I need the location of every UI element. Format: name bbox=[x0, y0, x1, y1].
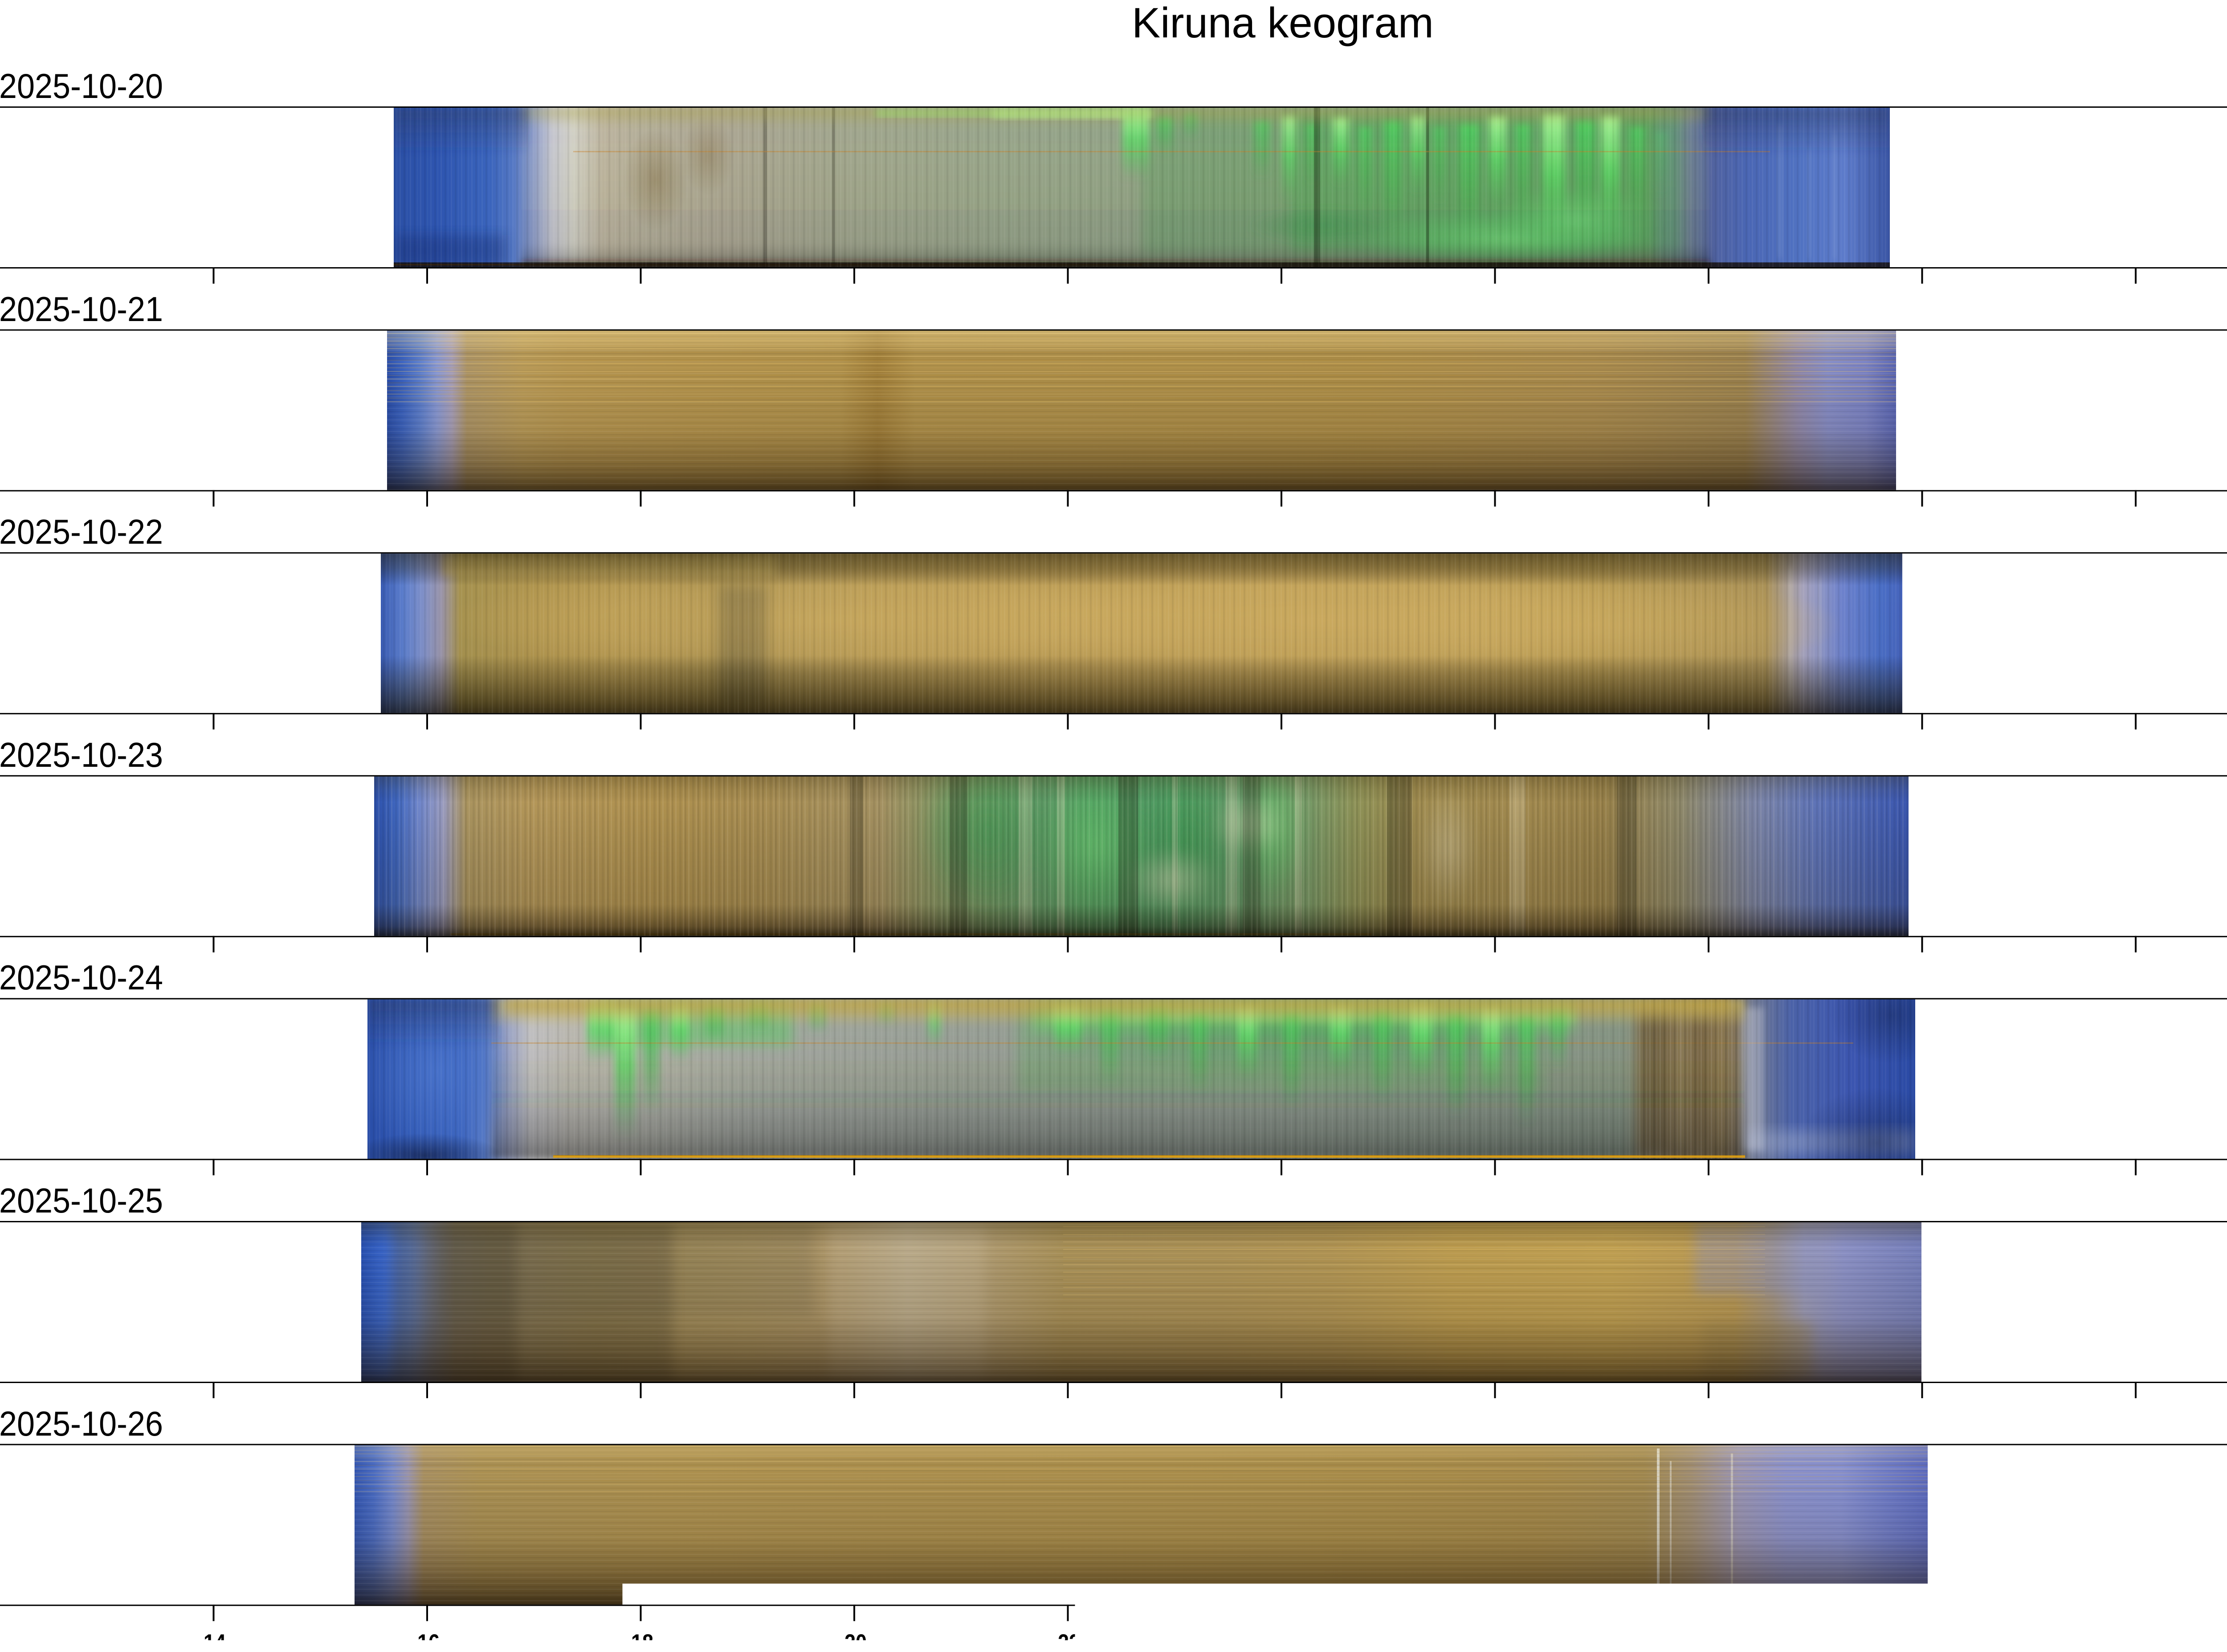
svg-text:2025-10-25: 2025-10-25 bbox=[0, 1181, 163, 1220]
svg-text:08: 08 bbox=[2126, 1630, 2148, 1652]
svg-text:22: 22 bbox=[1058, 1630, 1080, 1652]
svg-text:2025-10-21: 2025-10-21 bbox=[0, 289, 163, 329]
svg-text:2025-10-22: 2025-10-22 bbox=[0, 512, 163, 551]
svg-text:2025-10-26: 2025-10-26 bbox=[0, 1404, 163, 1443]
svg-text:18: 18 bbox=[631, 1630, 653, 1652]
svg-text:04: 04 bbox=[1699, 1630, 1721, 1652]
svg-text:02: 02 bbox=[1485, 1630, 1508, 1652]
svg-text:20: 20 bbox=[844, 1630, 867, 1652]
svg-text:2025-10-23: 2025-10-23 bbox=[0, 735, 163, 774]
svg-text:16: 16 bbox=[417, 1630, 440, 1652]
svg-text:06: 06 bbox=[1912, 1630, 1934, 1652]
svg-text:2025-10-24: 2025-10-24 bbox=[0, 958, 163, 997]
svg-text:Kiruna keogram: Kiruna keogram bbox=[1132, 0, 1434, 47]
svg-text:14: 14 bbox=[204, 1630, 226, 1652]
svg-text:UT: UT bbox=[1271, 1630, 1295, 1652]
svg-text:2025-10-20: 2025-10-20 bbox=[0, 66, 163, 106]
